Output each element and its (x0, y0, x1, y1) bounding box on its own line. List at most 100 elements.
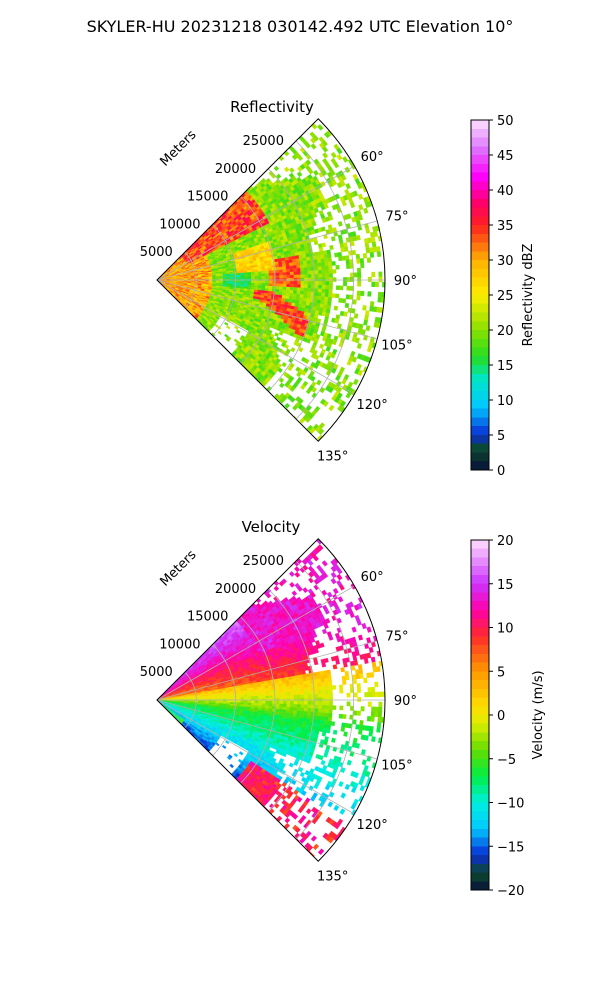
field-cell (282, 283, 287, 288)
field-cell (261, 283, 266, 287)
colorbar-tick-label: 15 (497, 359, 514, 374)
field-cell (292, 293, 297, 298)
field-cell (251, 274, 255, 277)
field-cell (247, 280, 252, 284)
field-cell (306, 298, 311, 303)
field-cell (281, 263, 287, 267)
field-cell (320, 258, 325, 263)
field-cell (303, 287, 308, 292)
field-cell (247, 274, 252, 277)
colorbar-tick-label: 5 (497, 429, 505, 444)
field-cell (268, 270, 273, 274)
field-cell (307, 281, 312, 286)
field-cell (240, 282, 245, 285)
field-cell (306, 260, 311, 265)
field-cell (321, 281, 326, 286)
field-cell (297, 281, 302, 285)
field-cell (327, 257, 332, 263)
field-cell (313, 262, 319, 268)
field-cell (336, 153, 343, 161)
field-cell (251, 276, 256, 279)
field-cell (272, 283, 277, 287)
field-cell (314, 291, 319, 297)
field-cell (296, 293, 301, 298)
field-cell (321, 140, 328, 147)
field-cell (273, 580, 280, 587)
field-cell (319, 343, 325, 350)
field-cell (377, 291, 383, 298)
radial-tick-label: 25000 (243, 134, 284, 149)
field-cell (313, 660, 319, 666)
field-cell (329, 245, 334, 250)
field-cell (352, 299, 357, 305)
field-cell (282, 269, 287, 273)
field-cell (299, 257, 304, 262)
field-cell (261, 273, 266, 277)
field-cell (268, 267, 273, 271)
field-cell (327, 253, 332, 259)
field-cell (278, 263, 283, 268)
field-cell (356, 619, 362, 626)
field-cell (313, 295, 318, 300)
field-cell (313, 255, 318, 261)
field-cell (278, 289, 283, 293)
field-cell (257, 285, 262, 289)
field-cell (307, 270, 312, 275)
velocity-field (158, 538, 385, 860)
field-cell (243, 272, 248, 275)
field-cell (368, 646, 374, 653)
field-cell (282, 280, 287, 285)
field-cell (321, 560, 328, 567)
field-cell (325, 277, 330, 282)
field-cell (356, 290, 361, 296)
field-cell (343, 281, 348, 287)
field-cell (357, 276, 362, 282)
field-cell (325, 273, 330, 278)
radial-tick-label: 20000 (215, 162, 256, 177)
field-cell (328, 293, 333, 298)
field-cell (346, 277, 351, 282)
field-cell (330, 236, 336, 242)
field-cell (314, 288, 319, 293)
field-cell (293, 271, 298, 276)
field-cell (279, 283, 284, 287)
field-cell (268, 275, 273, 279)
field-cell (272, 280, 277, 284)
field-cell (279, 382, 285, 389)
field-cell (317, 124, 324, 131)
field-cell (302, 587, 309, 594)
field-cell (343, 242, 348, 248)
field-cell (357, 272, 362, 278)
field-cell (363, 207, 369, 214)
field-cell (330, 577, 337, 585)
field-cell (321, 285, 326, 290)
field-cell (286, 283, 291, 288)
field-cell (321, 269, 326, 275)
field-cell (321, 266, 326, 271)
field-cell (314, 273, 319, 278)
field-cell (275, 288, 280, 293)
field-cell (237, 280, 241, 283)
field-cell (321, 273, 326, 278)
field-cell (318, 270, 323, 275)
field-cell (316, 299, 322, 305)
field-cell (317, 295, 322, 301)
field-cell (357, 634, 364, 641)
field-cell (274, 332, 280, 337)
field-cell (313, 240, 319, 246)
field-cell (314, 266, 319, 271)
field-cell (272, 270, 277, 274)
field-cell (303, 294, 308, 299)
field-cell (261, 275, 266, 279)
reflectivity-colorbar-bar (470, 119, 490, 471)
field-cell (251, 280, 256, 284)
angle-tick-label: 120° (356, 398, 387, 413)
field-cell (333, 305, 339, 311)
field-cell (306, 294, 311, 299)
field-cell (316, 379, 322, 386)
field-cell (323, 300, 329, 306)
field-cell (229, 280, 234, 283)
field-cell (314, 270, 319, 275)
field-cell (313, 169, 319, 176)
radial-tick-label: 15000 (187, 190, 228, 205)
